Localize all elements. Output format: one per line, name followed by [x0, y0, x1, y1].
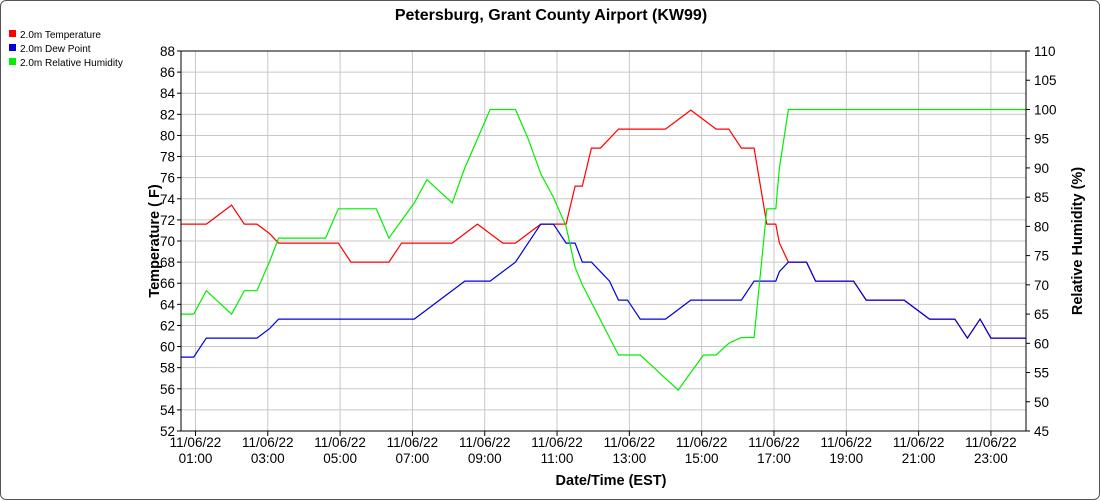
y-tick-label: 66	[160, 276, 175, 291]
x-tick-date-label: 11/06/22	[531, 435, 583, 450]
y-tick-label: 82	[160, 107, 175, 122]
x-tick-date-label: 11/06/22	[314, 435, 366, 450]
series-line-2-0m-dew-point	[181, 223, 1026, 358]
legend-swatch	[9, 58, 16, 65]
x-tick-date-label: 11/06/22	[821, 435, 873, 450]
x-tick-time-label: 05:00	[323, 451, 357, 466]
legend-item: 2.0m Dew Point	[9, 44, 91, 55]
x-tick-time-label: 11:00	[541, 451, 574, 466]
y-tick-label: 74	[160, 192, 176, 207]
x-tick-date-label: 11/06/22	[965, 435, 1017, 450]
y-tick-label: 76	[160, 171, 175, 186]
y2-tick-label: 50	[1034, 395, 1049, 410]
legend: 2.0m Temperature 2.0m Dew Point 2.0m Rel…	[9, 30, 123, 69]
x-tick-date-label: 11/06/22	[170, 435, 222, 450]
x-tick-date-label: 11/06/22	[893, 435, 945, 450]
y-tick-label: 86	[160, 65, 175, 80]
x-tick-time-label: 03:00	[251, 451, 285, 466]
x-tick-time-label: 21:00	[902, 451, 936, 466]
y2-tick-label: 100	[1034, 102, 1057, 117]
legend-label: 2.0m Relative Humidity	[20, 58, 123, 69]
legend-swatch	[9, 44, 16, 51]
legend-item: 2.0m Temperature	[9, 30, 101, 41]
x-tick-time-label: 07:00	[396, 451, 430, 466]
y-axis-label: Temperature ( F)	[147, 184, 163, 298]
y-tick-label: 62	[160, 318, 175, 333]
y2-tick-label: 110	[1034, 44, 1056, 59]
x-tick-date-label: 11/06/22	[387, 435, 439, 450]
y-tick-label: 60	[160, 340, 175, 355]
y-tick-label: 58	[160, 361, 175, 376]
x-tick-date-label: 11/06/22	[604, 435, 656, 450]
x-axis: 11/06/2201:0011/06/2203:0011/06/2205:001…	[170, 431, 1017, 466]
x-tick-date-label: 11/06/22	[459, 435, 511, 450]
legend-label: 2.0m Temperature	[20, 30, 101, 41]
x-axis-label: Date/Time (EST)	[556, 473, 667, 489]
x-tick-time-label: 01:00	[179, 451, 213, 466]
y-tick-label: 56	[160, 382, 175, 397]
y-tick-label: 78	[160, 150, 175, 165]
x-tick-date-label: 11/06/22	[676, 435, 728, 450]
y-axis-right: 45 50 55 60 65 70 75 80 85 90 95 100 105 110	[1026, 44, 1057, 439]
y2-tick-label: 80	[1034, 219, 1049, 234]
y-tick-label: 64	[160, 297, 176, 312]
y2-tick-label: 55	[1034, 366, 1049, 381]
y-tick-label: 68	[160, 255, 175, 270]
series-line-2-0m-relative-humidity	[181, 108, 1026, 392]
y-tick-label: 54	[160, 403, 176, 418]
y2-tick-label: 65	[1034, 307, 1049, 322]
x-tick-time-label: 13:00	[612, 451, 646, 466]
y-tick-label: 72	[160, 213, 175, 228]
y-axis-left: 52 54 56 58 60 62 64 66 68 70 72 74 76 78 80 82 84 86 88	[160, 44, 181, 439]
x-tick-date-label: 11/06/22	[748, 435, 800, 450]
x-tick-time-label: 23:00	[974, 451, 1008, 466]
y2-tick-label: 85	[1034, 190, 1049, 205]
legend-swatch	[9, 30, 16, 37]
x-tick-time-label: 19:00	[829, 451, 863, 466]
x-tick-date-label: 11/06/22	[242, 435, 294, 450]
y2-axis-label: Relative Humidity (%)	[1070, 167, 1086, 315]
legend-label: 2.0m Dew Point	[20, 44, 91, 55]
y2-tick-label: 75	[1034, 249, 1049, 264]
y-tick-label: 84	[160, 86, 176, 101]
y2-tick-label: 70	[1034, 278, 1049, 293]
y2-tick-label: 90	[1034, 161, 1049, 176]
grid	[181, 50, 1026, 432]
y-tick-label: 80	[160, 128, 175, 143]
chart-title: Petersburg, Grant County Airport (KW99)	[395, 7, 707, 24]
y-tick-label: 52	[160, 424, 175, 439]
series-lines	[181, 108, 1026, 392]
x-tick-time-label: 17:00	[757, 451, 791, 466]
y2-tick-label: 45	[1034, 424, 1049, 439]
legend-item: 2.0m Relative Humidity	[9, 58, 123, 69]
x-tick-time-label: 09:00	[468, 451, 502, 466]
y-tick-label: 88	[160, 44, 175, 59]
y2-tick-label: 105	[1034, 73, 1057, 88]
y2-tick-label: 95	[1034, 132, 1049, 147]
x-tick-time-label: 15:00	[685, 451, 719, 466]
y2-tick-label: 60	[1034, 336, 1049, 351]
y-tick-label: 70	[160, 234, 175, 249]
